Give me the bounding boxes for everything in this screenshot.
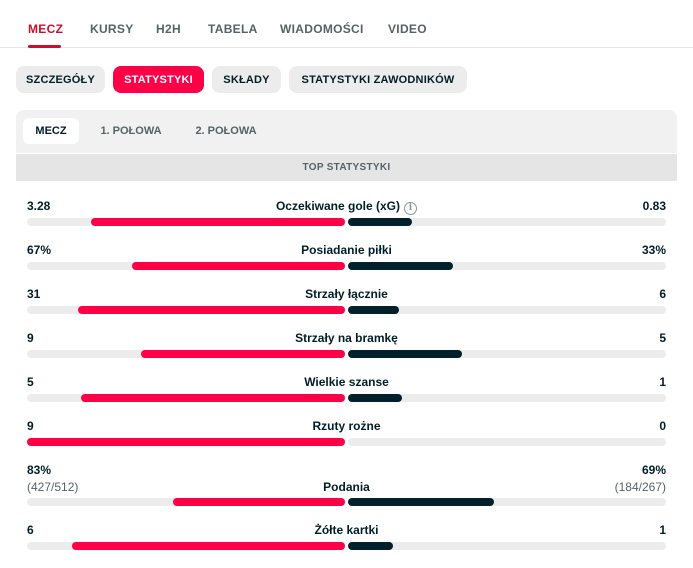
away-bar-track <box>348 306 666 314</box>
tab-wiadomosci[interactable]: WIADOMOŚCI <box>280 22 364 36</box>
home-bar-track <box>27 306 345 314</box>
stat-category: Strzały łącznie <box>0 287 693 301</box>
away-value: 69% <box>641 463 666 477</box>
stat-category-label: Oczekiwane gole (xG) <box>275 199 401 213</box>
home-bar-track <box>27 350 345 358</box>
home-bar <box>91 218 345 226</box>
subtab-statystyki[interactable]: STATYSTYKI <box>113 66 204 93</box>
home-bar <box>81 394 345 402</box>
home-value: 83% <box>27 463 52 477</box>
stat-category-label: Posiadanie piłki <box>301 243 392 257</box>
home-subvalue: (427/512) <box>27 480 79 494</box>
away-value: 5 <box>659 331 666 345</box>
away-bar <box>348 350 462 358</box>
info-icon[interactable]: i <box>404 201 418 215</box>
home-value: 67% <box>27 243 52 257</box>
home-bar <box>78 306 345 314</box>
away-value: 1 <box>659 523 666 537</box>
period-selector: MECZ 1. POŁOWA 2. POŁOWA <box>16 110 677 153</box>
tab-video[interactable]: VIDEO <box>388 22 427 36</box>
away-value: 1 <box>659 375 666 389</box>
stat-category: Podania <box>0 480 693 494</box>
away-value: 0.83 <box>642 199 666 213</box>
home-value: 5 <box>27 375 34 389</box>
stat-category-label: Strzały łącznie <box>305 287 388 301</box>
home-bar-track <box>27 394 345 402</box>
period-1-polowa[interactable]: 1. POŁOWA <box>100 125 162 137</box>
home-bar <box>72 542 345 550</box>
stat-category: Oczekiwane gole (xG) i <box>0 199 693 215</box>
away-bar-track <box>348 542 666 550</box>
tab-h2h[interactable]: H2H <box>156 22 181 36</box>
home-bar <box>141 350 345 358</box>
away-bar <box>348 498 494 506</box>
stat-category: Rzuty rożne <box>0 419 693 433</box>
match-nav: MECZ KURSY H2H TABELA WIADOMOŚCI VIDEO <box>0 0 693 48</box>
home-bar <box>173 498 345 506</box>
stat-category: Wielkie szanse <box>0 375 693 389</box>
away-subvalue: (184/267) <box>614 480 666 494</box>
away-value: 0 <box>659 419 666 433</box>
stat-category-label: Podania <box>323 480 370 494</box>
home-value: 9 <box>27 419 34 433</box>
period-2-polowa[interactable]: 2. POŁOWA <box>195 125 257 137</box>
home-bar-track <box>27 218 345 226</box>
away-bar-track <box>348 394 666 402</box>
home-value: 9 <box>27 331 34 345</box>
away-bar-track <box>348 218 666 226</box>
home-bar <box>132 262 345 270</box>
away-value: 33% <box>641 243 666 257</box>
stat-category: Strzały na bramkę <box>0 331 693 345</box>
home-value: 3.28 <box>27 199 51 213</box>
away-bar <box>348 542 393 550</box>
home-bar-track <box>27 498 345 506</box>
away-bar <box>348 306 399 314</box>
stat-category-label: Rzuty rożne <box>312 419 381 433</box>
stat-category: Żółte kartki <box>0 523 693 537</box>
tab-tabela[interactable]: TABELA <box>208 22 258 36</box>
tab-kursy[interactable]: KURSY <box>90 22 134 36</box>
away-bar <box>348 262 453 270</box>
stat-category: Posiadanie piłki <box>0 243 693 257</box>
away-value: 6 <box>659 287 666 301</box>
away-bar-track <box>348 498 666 506</box>
subtab-statystyki-zawodnikow[interactable]: STATYSTYKI ZAWODNIKÓW <box>289 66 467 93</box>
away-bar-track <box>348 350 666 358</box>
subtab-sklady[interactable]: SKŁADY <box>212 66 281 93</box>
tab-mecz[interactable]: MECZ <box>28 22 64 36</box>
away-bar <box>348 218 412 226</box>
home-bar <box>27 438 345 446</box>
home-bar-track <box>27 438 345 446</box>
stat-category-label: Wielkie szanse <box>304 375 389 389</box>
away-bar-track <box>348 262 666 270</box>
home-bar-track <box>27 542 345 550</box>
active-tab-indicator <box>28 45 61 48</box>
away-bar-track <box>348 438 666 446</box>
away-bar <box>348 394 402 402</box>
stat-category-label: Strzały na bramkę <box>295 331 398 345</box>
home-value: 31 <box>27 287 41 301</box>
period-mecz[interactable]: MECZ <box>23 118 79 144</box>
home-bar-track <box>27 262 345 270</box>
section-title: TOP STATYSTYKI <box>16 154 677 181</box>
home-value: 6 <box>27 523 34 537</box>
subtab-szczegoly[interactable]: SZCZEGÓŁY <box>16 66 105 93</box>
stat-category-label: Żółte kartki <box>314 523 379 537</box>
